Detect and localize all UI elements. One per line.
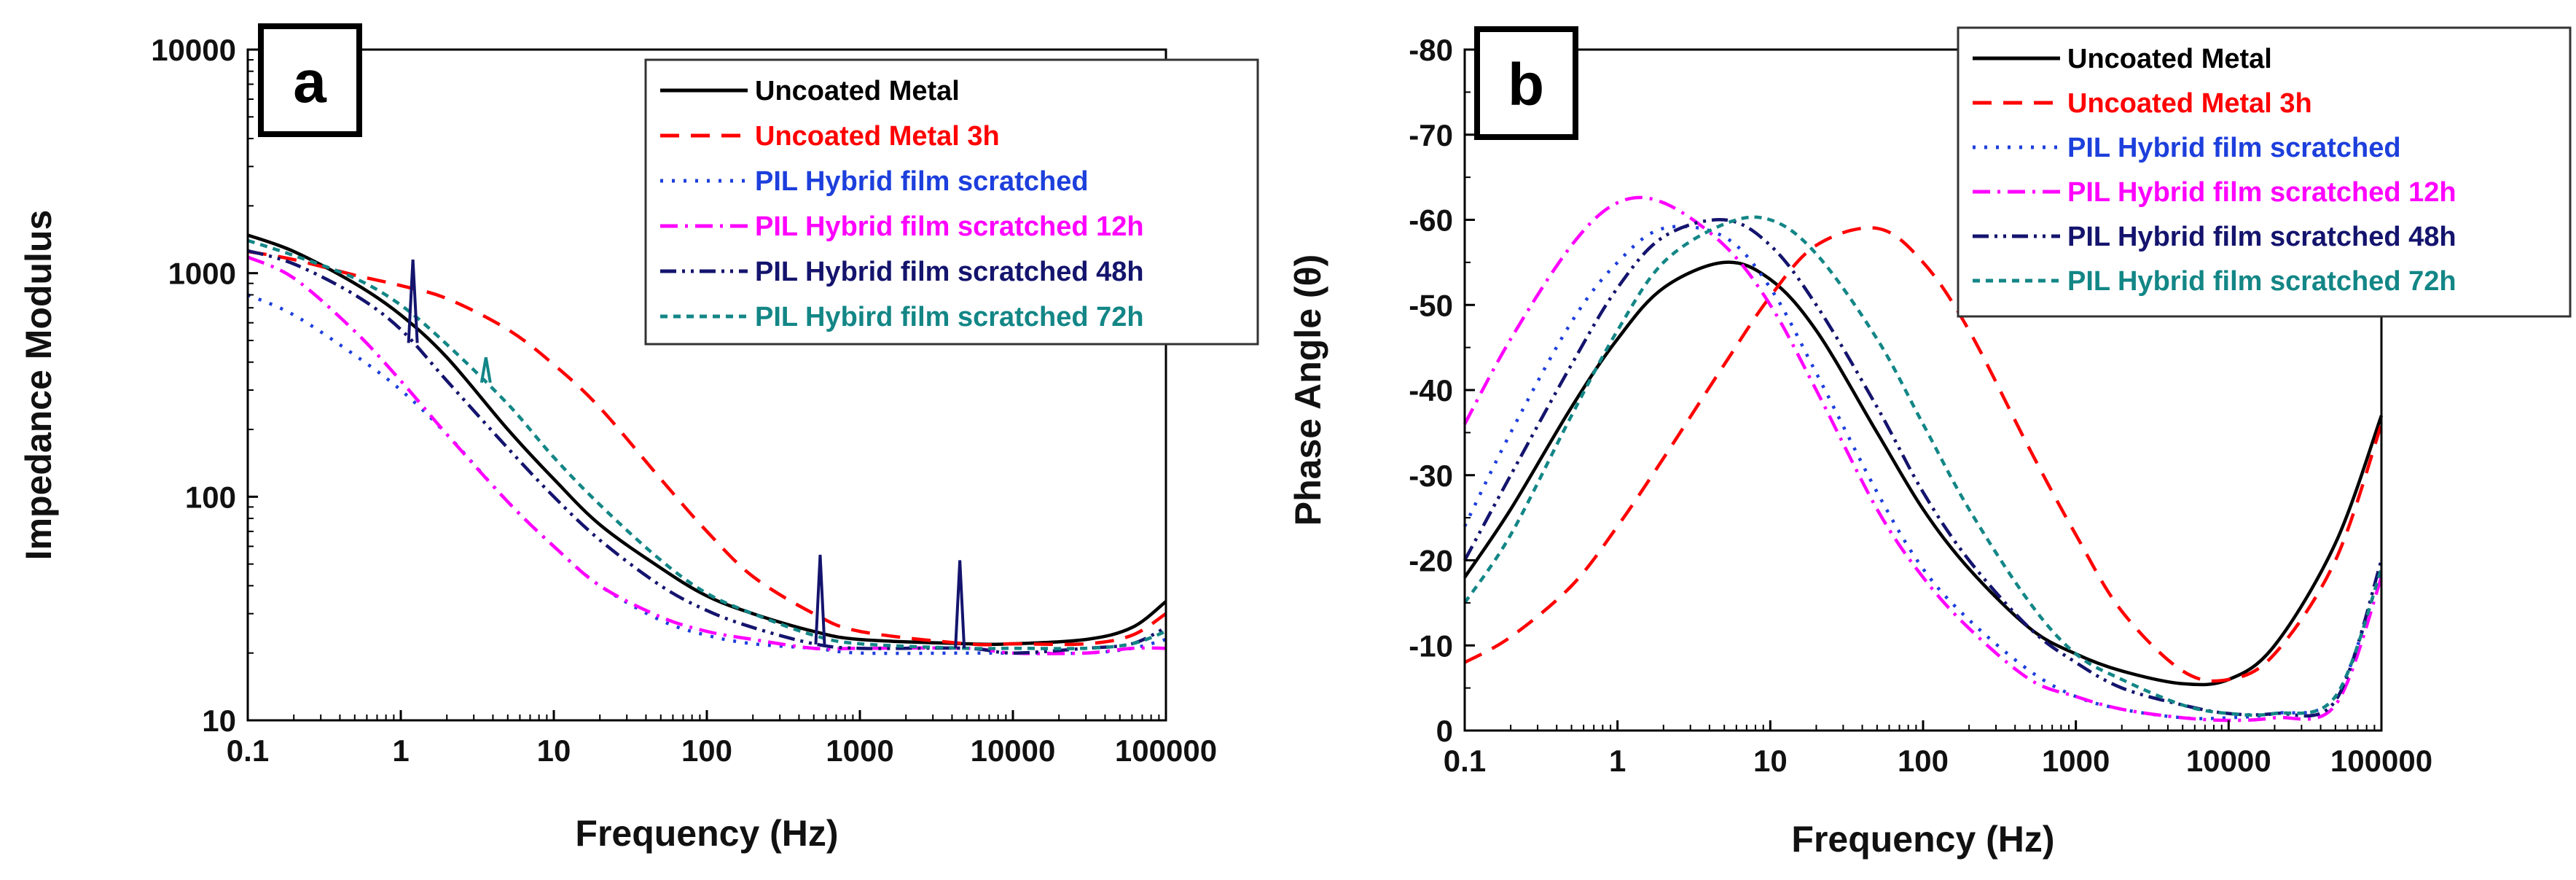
- legend-box-a: [644, 58, 1259, 346]
- series-line-b-uncoated-metal: [1463, 260, 2384, 687]
- y-tick-label-a: 10000: [151, 33, 236, 67]
- spike-a: [814, 554, 826, 645]
- series-line-a-uncoated-metal-3h: [247, 249, 1167, 647]
- y-axis-title-b: Phase Angle (θ): [1288, 254, 1328, 526]
- y-tick-label-a: 1000: [168, 257, 236, 291]
- x-tick-label-b: 10: [1753, 744, 1788, 778]
- series-line-a-pil-hybrid-film-scratched-12h: [247, 255, 1167, 655]
- x-tick-label-a: 10000: [971, 733, 1056, 768]
- legend-label-b: PIL Hybrid film scratched 48h: [2067, 222, 2456, 252]
- legend-label-a: Uncoated Metal 3h: [755, 121, 1000, 152]
- legend-box-b: [1957, 26, 2572, 318]
- legend-a: Uncoated Metal Uncoated Metal 3h PIL Hybri…: [644, 58, 1259, 346]
- y-tick-label-a: 10: [202, 704, 236, 738]
- x-tick-label-a: 0.1: [227, 733, 269, 768]
- x-tick-label-a: 1: [392, 733, 409, 768]
- x-tick-label-b: 100: [1898, 744, 1949, 778]
- series-line-b-pil-hybrid-film-scratched: [1463, 225, 2384, 720]
- panel-label-box-a: [258, 23, 362, 137]
- panel-a: 0.1 1 10 100 1000 10000 100000 10 100 1000 10000 F…: [18, 23, 1259, 854]
- y-tick-label-b: -50: [1409, 288, 1453, 322]
- legend-label-a: Uncoated Metal: [755, 76, 960, 106]
- y-tick-label-b: -80: [1409, 33, 1453, 67]
- panel-b: 0.1 1 10 100 1000 10000 100000 0 -10 -20 -30 -40 -50…: [1288, 26, 2572, 860]
- series-line-b-pil-hybrid-film-scratched-48h: [1463, 218, 2384, 718]
- y-tick-label-b: -20: [1409, 544, 1453, 578]
- x-tick-label-a: 100000: [1115, 733, 1217, 768]
- y-tick-label-b: 0: [1436, 714, 1453, 748]
- legend-label-b: PIL Hybrid film scratched 12h: [2067, 177, 2456, 208]
- legend-b: Uncoated Metal Uncoated Metal 3h PIL Hybri…: [1957, 26, 2572, 318]
- x-axis-title-a: Frequency (Hz): [575, 813, 838, 854]
- x-tick-label-b: 10000: [2186, 744, 2271, 778]
- legend-label-a: PIL Hybrid film scratched: [755, 166, 1089, 197]
- x-tick-label-b: 0.1: [1444, 744, 1486, 778]
- x-tick-label-b: 100000: [2330, 744, 2432, 778]
- legend-label-a: PIL Hybrid film scratched 12h: [755, 211, 1144, 242]
- series-line-b-uncoated-metal-3h: [1463, 226, 2384, 683]
- legend-label-a: PIL Hybrid film scratched 48h: [755, 257, 1144, 287]
- x-tick-label-a: 1000: [826, 733, 893, 768]
- y-tick-label-a: 100: [185, 480, 236, 514]
- y-tick-label-b: -60: [1409, 203, 1453, 238]
- series-group-a: [247, 233, 1167, 655]
- series-line-b-pil-hybird-film-scratched-72h: [1463, 215, 2384, 717]
- y-tick-label-b: -10: [1409, 628, 1453, 663]
- series-line-a-pil-hybrid-film-scratched-48h: [247, 249, 1167, 655]
- x-tick-label-a: 10: [537, 733, 571, 768]
- y-tick-label-b: -40: [1409, 373, 1453, 408]
- y-tick-label-b: -30: [1409, 459, 1453, 493]
- y-axis-title-a: Impedance Modulus: [18, 210, 59, 561]
- panel-label-b: b: [1508, 52, 1544, 118]
- x-tick-label-b: 1000: [2042, 744, 2110, 778]
- legend-label-b: Uncoated Metal 3h: [2067, 88, 2312, 119]
- x-axis-title-b: Frequency (Hz): [1791, 819, 2054, 860]
- legend-label-a: PIL Hybird film scratched 72h: [755, 302, 1144, 332]
- legend-label-b: PIL Hybrid film scratched 72h: [2067, 266, 2456, 297]
- spike-a: [954, 560, 966, 649]
- spike-a: [479, 357, 492, 383]
- panel-label-a: a: [293, 49, 327, 115]
- spike-a: [407, 259, 419, 343]
- x-tick-label-b: 1: [1609, 744, 1626, 778]
- panel-label-box-b: [1474, 26, 1578, 140]
- x-tick-label-a: 100: [681, 733, 732, 768]
- y-tick-label-b: -70: [1409, 118, 1453, 152]
- legend-label-b: Uncoated Metal: [2067, 44, 2272, 74]
- legend-label-b: PIL Hybrid film scratched: [2067, 133, 2401, 163]
